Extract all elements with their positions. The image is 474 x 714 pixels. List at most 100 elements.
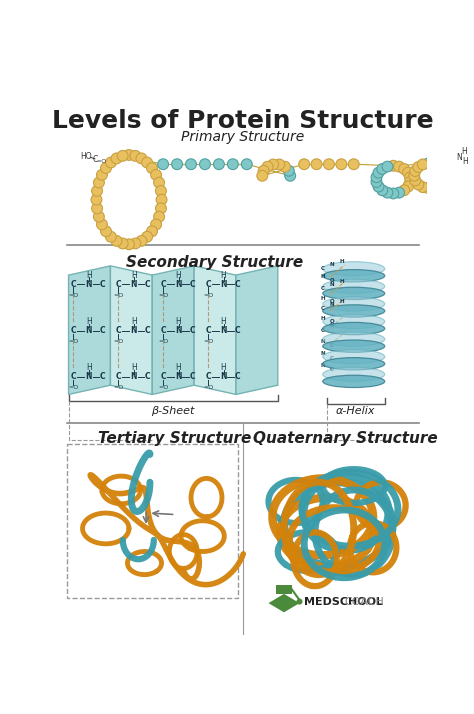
Text: =O: =O	[158, 293, 168, 298]
Text: H: H	[339, 298, 344, 303]
Circle shape	[409, 171, 419, 181]
Text: C: C	[205, 280, 211, 289]
Polygon shape	[69, 266, 110, 394]
Circle shape	[373, 167, 384, 178]
Text: H: H	[339, 278, 344, 283]
Text: =O: =O	[203, 339, 213, 344]
Text: N: N	[175, 280, 182, 289]
Text: C: C	[160, 372, 166, 381]
Text: C: C	[321, 306, 325, 311]
Circle shape	[418, 182, 428, 193]
Text: C: C	[115, 280, 121, 289]
Text: N: N	[456, 154, 462, 162]
Circle shape	[142, 231, 153, 242]
Text: C: C	[100, 280, 105, 289]
Circle shape	[100, 226, 111, 236]
Circle shape	[433, 179, 444, 190]
Circle shape	[130, 238, 141, 249]
Circle shape	[151, 219, 162, 230]
Text: =O: =O	[203, 293, 213, 298]
Ellipse shape	[323, 297, 385, 311]
Ellipse shape	[323, 350, 385, 363]
Text: H: H	[461, 147, 467, 156]
Text: C: C	[321, 328, 325, 333]
Circle shape	[388, 161, 399, 171]
Text: MEDSCHOOL: MEDSCHOOL	[304, 597, 383, 607]
Polygon shape	[268, 594, 300, 613]
Text: =O: =O	[158, 385, 168, 390]
Circle shape	[377, 164, 388, 174]
Circle shape	[405, 176, 416, 187]
Circle shape	[241, 159, 252, 170]
Circle shape	[146, 226, 157, 236]
Circle shape	[377, 185, 388, 196]
Text: C: C	[145, 280, 150, 289]
Text: C: C	[100, 372, 105, 381]
Text: Primary Structure: Primary Structure	[181, 131, 305, 144]
Circle shape	[258, 166, 269, 176]
Text: H: H	[463, 157, 468, 166]
Circle shape	[428, 159, 439, 170]
Circle shape	[111, 153, 122, 164]
Text: β-Sheet: β-Sheet	[152, 406, 195, 416]
Text: C: C	[235, 372, 240, 381]
Ellipse shape	[323, 332, 385, 346]
Text: =O: =O	[203, 385, 213, 390]
Polygon shape	[152, 266, 194, 394]
Circle shape	[93, 211, 104, 222]
Text: H: H	[86, 271, 91, 280]
Circle shape	[172, 159, 182, 170]
Text: C: C	[145, 372, 150, 381]
Text: N: N	[130, 280, 137, 289]
Text: C: C	[190, 372, 195, 381]
Text: COACH: COACH	[345, 597, 384, 607]
Ellipse shape	[323, 340, 385, 352]
Circle shape	[228, 159, 238, 170]
Circle shape	[136, 236, 147, 246]
Text: H: H	[131, 317, 137, 326]
Text: H: H	[176, 363, 182, 372]
Ellipse shape	[323, 314, 385, 328]
Circle shape	[373, 181, 384, 192]
Text: C: C	[321, 266, 325, 271]
Circle shape	[405, 172, 416, 183]
Text: Levels of Protein Structure: Levels of Protein Structure	[52, 109, 434, 133]
Text: N: N	[330, 262, 334, 267]
Text: C: C	[160, 326, 166, 335]
Circle shape	[186, 159, 196, 170]
Circle shape	[382, 161, 393, 172]
Circle shape	[155, 203, 166, 213]
Text: =O: =O	[97, 159, 107, 164]
Ellipse shape	[323, 367, 385, 381]
Circle shape	[371, 172, 382, 183]
Text: C: C	[70, 372, 76, 381]
Text: N: N	[175, 372, 182, 381]
Text: C: C	[321, 286, 325, 291]
Polygon shape	[110, 266, 152, 394]
Text: N: N	[130, 326, 137, 335]
Circle shape	[274, 159, 285, 170]
Text: C: C	[205, 326, 211, 335]
Text: C: C	[190, 326, 195, 335]
Text: C: C	[330, 366, 334, 371]
Circle shape	[423, 158, 434, 169]
Text: α-Helix: α-Helix	[336, 406, 375, 416]
Circle shape	[156, 194, 167, 205]
Text: N: N	[130, 372, 137, 381]
Circle shape	[418, 159, 428, 170]
Circle shape	[155, 186, 166, 196]
Circle shape	[124, 150, 135, 161]
Circle shape	[124, 239, 135, 250]
Circle shape	[437, 171, 447, 181]
Text: C: C	[70, 326, 76, 335]
Text: Secondary Structure: Secondary Structure	[126, 255, 303, 270]
Text: C: C	[93, 155, 98, 164]
Text: N: N	[220, 280, 227, 289]
Polygon shape	[236, 266, 278, 394]
Text: =O: =O	[68, 385, 78, 390]
Circle shape	[402, 181, 413, 192]
Text: N: N	[330, 323, 334, 328]
Circle shape	[91, 194, 102, 205]
Text: N: N	[320, 351, 325, 356]
Text: N: N	[220, 372, 227, 381]
